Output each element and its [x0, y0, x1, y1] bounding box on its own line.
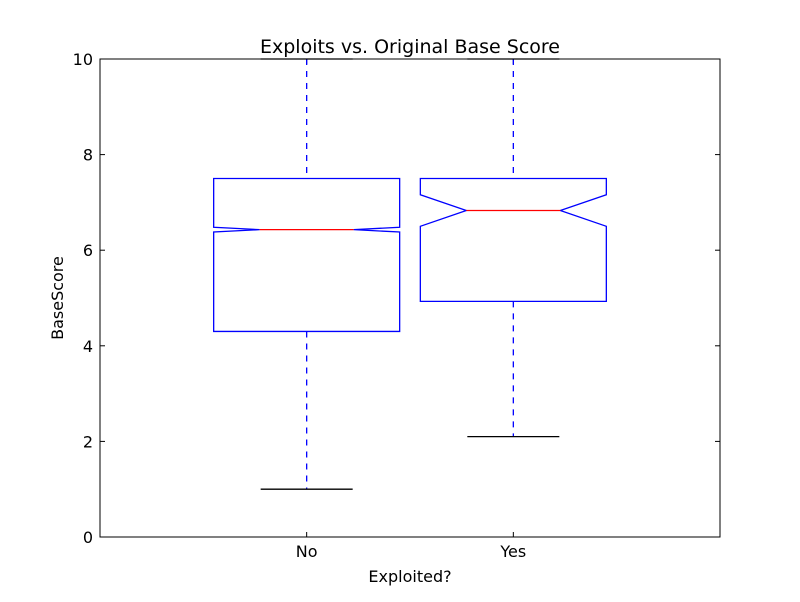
x-tick-label: Yes — [499, 542, 526, 561]
y-tick-label: 4 — [83, 337, 93, 356]
y-tick-label: 8 — [83, 146, 93, 165]
box-yes — [419, 177, 607, 302]
x-tick-label: No — [296, 542, 318, 561]
y-tick-label: 10 — [73, 50, 93, 69]
plot-frame — [99, 58, 721, 538]
x-axis-label: Exploited? — [368, 567, 451, 586]
y-axis-label: BaseScore — [48, 256, 67, 340]
chart-title: Exploits vs. Original Base Score — [260, 36, 560, 58]
y-tick-label: 0 — [83, 528, 93, 547]
y-tick-label: 2 — [83, 432, 93, 451]
plot-area: 0 2 4 6 8 10 No Yes — [73, 50, 721, 561]
y-tick-label: 6 — [83, 241, 93, 260]
box-no — [213, 177, 401, 333]
